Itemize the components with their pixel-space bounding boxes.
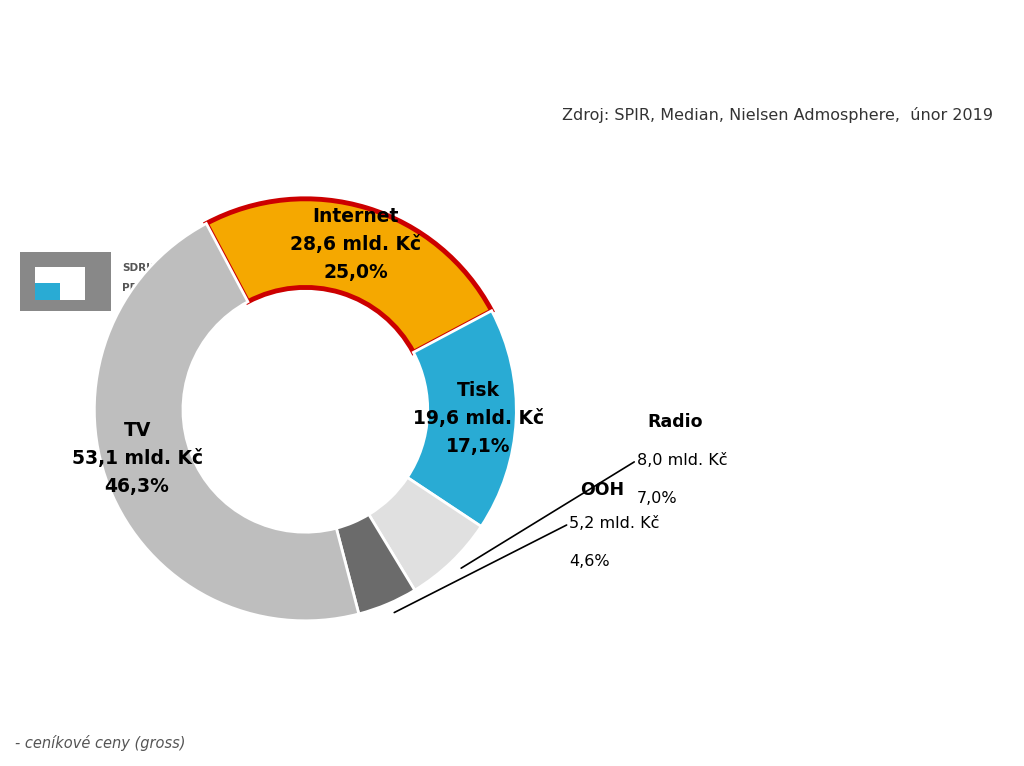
Text: Podíl jednotlivých mediatypů v roce 2018: Podíl jednotlivých mediatypů v roce 2018: [58, 24, 966, 67]
Bar: [35, 267, 85, 300]
Text: Tisk
19,6 mld. Kč
17,1%: Tisk 19,6 mld. Kč 17,1%: [413, 381, 544, 456]
Text: Internet
28,6 mld. Kč
25,0%: Internet 28,6 mld. Kč 25,0%: [291, 207, 422, 282]
Text: 4,6%: 4,6%: [569, 555, 609, 569]
Text: TV
53,1 mld. Kč
46,3%: TV 53,1 mld. Kč 46,3%: [72, 421, 203, 496]
Text: Zdroj: SPIR, Median, Nielsen Admosphere,  únor 2019: Zdroj: SPIR, Median, Nielsen Admosphere,…: [562, 107, 993, 123]
Wedge shape: [369, 477, 481, 591]
Text: SDRUŽENÍ: SDRUŽENÍ: [122, 263, 182, 273]
Text: PRO INTERNETOVÝ: PRO INTERNETOVÝ: [122, 283, 231, 293]
Bar: [20, 252, 111, 311]
Text: 5,2 mld. Kč: 5,2 mld. Kč: [569, 516, 659, 532]
Text: ROZVOJ: ROZVOJ: [122, 304, 167, 314]
Wedge shape: [408, 311, 516, 526]
Text: Radio: Radio: [647, 414, 702, 431]
Wedge shape: [94, 224, 358, 620]
Text: - ceníkové ceny (gross): - ceníkové ceny (gross): [15, 735, 186, 751]
Bar: [35, 283, 59, 300]
Text: 7,0%: 7,0%: [637, 491, 677, 506]
Text: 8,0 mld. Kč: 8,0 mld. Kč: [637, 453, 727, 468]
Text: OOH: OOH: [580, 481, 624, 499]
Wedge shape: [336, 515, 415, 614]
Wedge shape: [206, 199, 492, 352]
